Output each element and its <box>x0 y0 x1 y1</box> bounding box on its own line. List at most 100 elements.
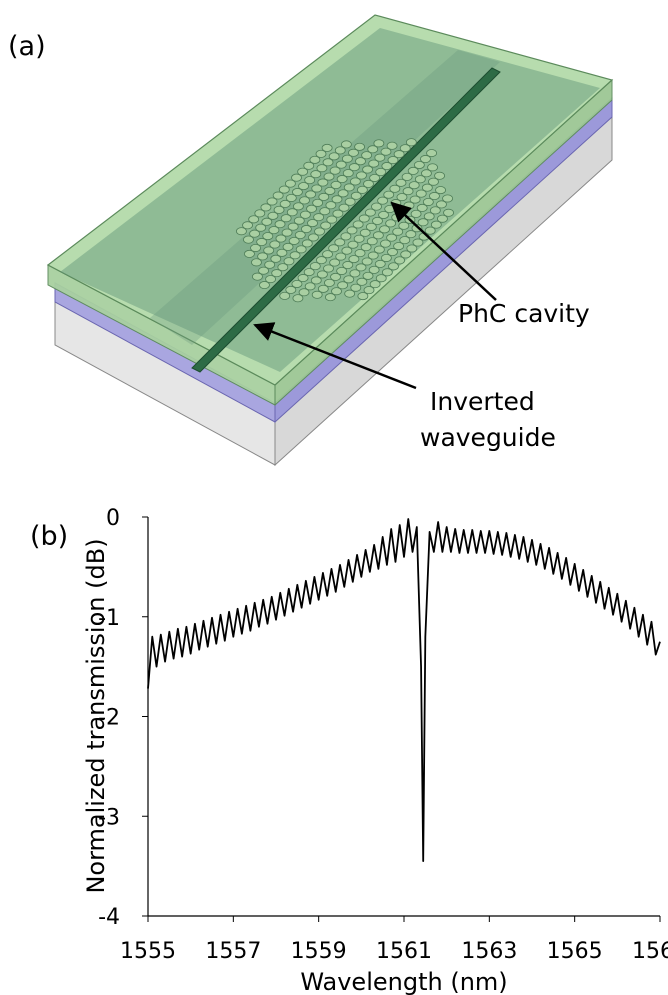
x-tick-label: 1555 <box>120 939 176 964</box>
phc-hole <box>329 258 341 267</box>
phc-hole <box>304 176 316 185</box>
phc-hole <box>363 179 374 188</box>
phc-hole <box>321 143 333 152</box>
phc-hole <box>408 181 420 190</box>
phc-hole <box>313 213 325 222</box>
phc-hole <box>278 185 290 194</box>
phc-hole <box>356 171 367 180</box>
phc-hole <box>256 238 268 247</box>
phc-hole <box>369 280 381 289</box>
y-tick-label: 0 <box>106 506 120 531</box>
phc-hole <box>348 148 359 157</box>
phc-hole <box>356 185 368 194</box>
phc-hole <box>413 160 425 169</box>
phc-hole <box>401 172 413 181</box>
phc-hole <box>373 245 385 254</box>
phc-hole <box>265 275 276 284</box>
phc-hole <box>309 155 321 164</box>
phc-hole <box>424 226 436 235</box>
phc-hole <box>311 184 323 193</box>
phc-hole <box>292 188 303 197</box>
phc-hole <box>331 195 343 204</box>
phc-hole <box>308 233 319 242</box>
phc-hole <box>307 219 318 228</box>
phc-hole <box>442 194 453 203</box>
phc-hole <box>342 261 354 270</box>
phc-hole <box>324 186 336 195</box>
phc-hole <box>381 162 393 171</box>
y-tick-label: -3 <box>98 805 120 830</box>
phc-hole <box>300 225 312 234</box>
phc-hole <box>328 244 340 253</box>
phc-hole <box>347 240 359 249</box>
phc-hole <box>269 240 281 249</box>
phc-hole <box>291 279 303 288</box>
phc-hole <box>292 202 304 211</box>
phc-hole <box>344 197 356 206</box>
phc-hole <box>298 288 310 297</box>
phc-hole <box>301 239 313 248</box>
phc-hole <box>375 168 387 177</box>
phc-hole <box>334 146 346 155</box>
y-axis-label: Normalized transmission (dB) <box>82 538 110 893</box>
phc-hole <box>330 272 341 281</box>
phc-hole <box>312 198 324 207</box>
phc-hole <box>272 191 284 200</box>
phc-hole <box>324 278 335 287</box>
phc-hole <box>435 186 446 195</box>
phc-hole <box>421 183 433 192</box>
phc-hole <box>361 151 373 160</box>
phc-hole <box>369 173 381 182</box>
phc-hole <box>406 244 418 253</box>
phc-hole <box>348 163 360 172</box>
phc-hole <box>266 197 278 206</box>
phc-hole <box>362 271 374 280</box>
phc-hole <box>331 287 342 296</box>
phc-hole <box>261 217 273 226</box>
phc-hole <box>322 158 334 167</box>
phc-hole <box>282 242 294 251</box>
phc-hole <box>414 175 426 184</box>
phc-hole <box>357 292 369 301</box>
x-tick-label: 1559 <box>291 939 347 964</box>
phc-hole <box>437 214 448 223</box>
phc-hole <box>294 230 306 239</box>
phc-hole <box>395 178 407 187</box>
phc-hole <box>422 197 434 206</box>
phc-hole <box>356 277 368 286</box>
phc-hole <box>392 227 404 236</box>
phc-hole <box>306 204 317 213</box>
phc-hole <box>399 236 411 245</box>
phc-hole <box>335 252 347 261</box>
phc-hole <box>374 259 386 268</box>
phc-hole <box>271 269 283 278</box>
phc-hole <box>341 246 353 255</box>
phc-hole <box>292 294 304 303</box>
phc-hole <box>309 262 321 271</box>
phc-hole <box>405 138 417 147</box>
callout-label: Inverted <box>430 387 535 416</box>
phc-hole <box>244 249 255 258</box>
phc-hole <box>325 201 337 210</box>
callout-label: waveguide <box>420 423 556 452</box>
phc-hole <box>349 269 361 278</box>
phc-hole <box>318 192 330 201</box>
phc-hole <box>249 229 260 238</box>
phc-hole <box>336 266 348 275</box>
phc-hole <box>344 289 356 298</box>
phc-hole <box>314 227 325 236</box>
phc-hole <box>286 208 298 217</box>
phc-hole <box>372 231 384 240</box>
phc-hole <box>343 183 355 192</box>
phc-hole <box>257 252 268 261</box>
phc-hole <box>427 163 438 172</box>
phc-hole <box>362 165 374 174</box>
phc-hole <box>354 142 366 151</box>
phc-hole <box>281 228 293 237</box>
phc-hole <box>340 232 352 241</box>
phc-hole <box>426 149 437 158</box>
phc-hole <box>375 274 387 283</box>
phc-hole <box>317 284 329 293</box>
phc-hole <box>293 216 305 225</box>
phc-hole <box>359 228 371 237</box>
